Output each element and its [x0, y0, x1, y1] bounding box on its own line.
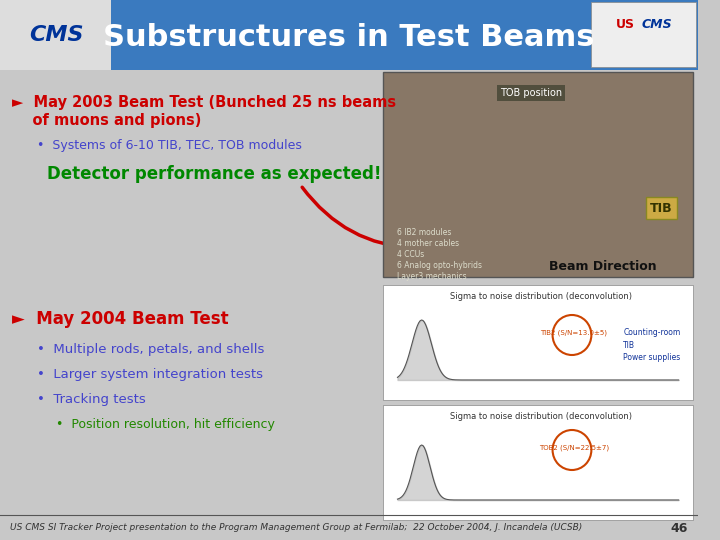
- Bar: [0, 0, 698, 70]
- Text: TIB: TIB: [650, 201, 672, 214]
- Text: •  Larger system integration tests: • Larger system integration tests: [37, 368, 263, 381]
- Text: Sigma to noise distribution (deconvolution): Sigma to noise distribution (deconvoluti…: [450, 292, 632, 301]
- Text: •  Multiple rods, petals, and shells: • Multiple rods, petals, and shells: [37, 343, 264, 356]
- Text: Layer3 mechanics: Layer3 mechanics: [397, 272, 467, 281]
- Text: 6 Analog opto-hybrids: 6 Analog opto-hybrids: [397, 261, 482, 270]
- Text: CMS: CMS: [29, 25, 84, 45]
- Text: ►  May 2003 Beam Test (Bunched 25 ns beams: ► May 2003 Beam Test (Bunched 25 ns beam…: [12, 95, 396, 110]
- Text: Beam Direction: Beam Direction: [549, 260, 657, 273]
- Text: Sigma to noise distribution (deconvolution): Sigma to noise distribution (deconvoluti…: [450, 412, 632, 421]
- Text: TIB2 (S/N=13.0±5): TIB2 (S/N=13.0±5): [541, 330, 608, 336]
- Bar: [383, 72, 693, 277]
- FancyArrowPatch shape: [302, 187, 415, 253]
- Text: Substructures in Test Beams: Substructures in Test Beams: [103, 23, 595, 51]
- Text: 4 CCUs: 4 CCUs: [397, 250, 425, 259]
- Text: of muons and pions): of muons and pions): [12, 113, 201, 128]
- Text: 46: 46: [671, 522, 688, 535]
- Text: Counting-room
TIB
Power supplies: Counting-room TIB Power supplies: [624, 328, 680, 362]
- Text: TOB position: TOB position: [500, 88, 562, 98]
- Bar: [0, 70, 698, 540]
- Text: US CMS SI Tracker Project presentation to the Program Management Group at Fermil: US CMS SI Tracker Project presentation t…: [9, 523, 582, 532]
- Bar: [591, 2, 696, 67]
- Text: 6 IB2 modules: 6 IB2 modules: [397, 228, 452, 237]
- Text: •  Systems of 6-10 TIB, TEC, TOB modules: • Systems of 6-10 TIB, TEC, TOB modules: [37, 139, 302, 152]
- Text: TOB2 (S/N=22.5±7): TOB2 (S/N=22.5±7): [539, 445, 609, 451]
- Text: ►  May 2004 Beam Test: ► May 2004 Beam Test: [12, 310, 228, 328]
- Text: •  Tracking tests: • Tracking tests: [37, 393, 145, 406]
- Bar: [383, 405, 693, 520]
- Text: US: US: [616, 18, 635, 31]
- Text: Detector performance as expected!: Detector performance as expected!: [47, 165, 381, 183]
- Bar: [0, 0, 112, 70]
- Text: CMS: CMS: [642, 18, 672, 31]
- Text: 4 mother cables: 4 mother cables: [397, 239, 459, 248]
- Text: •  Position resolution, hit efficiency: • Position resolution, hit efficiency: [56, 418, 275, 431]
- Bar: [383, 285, 693, 400]
